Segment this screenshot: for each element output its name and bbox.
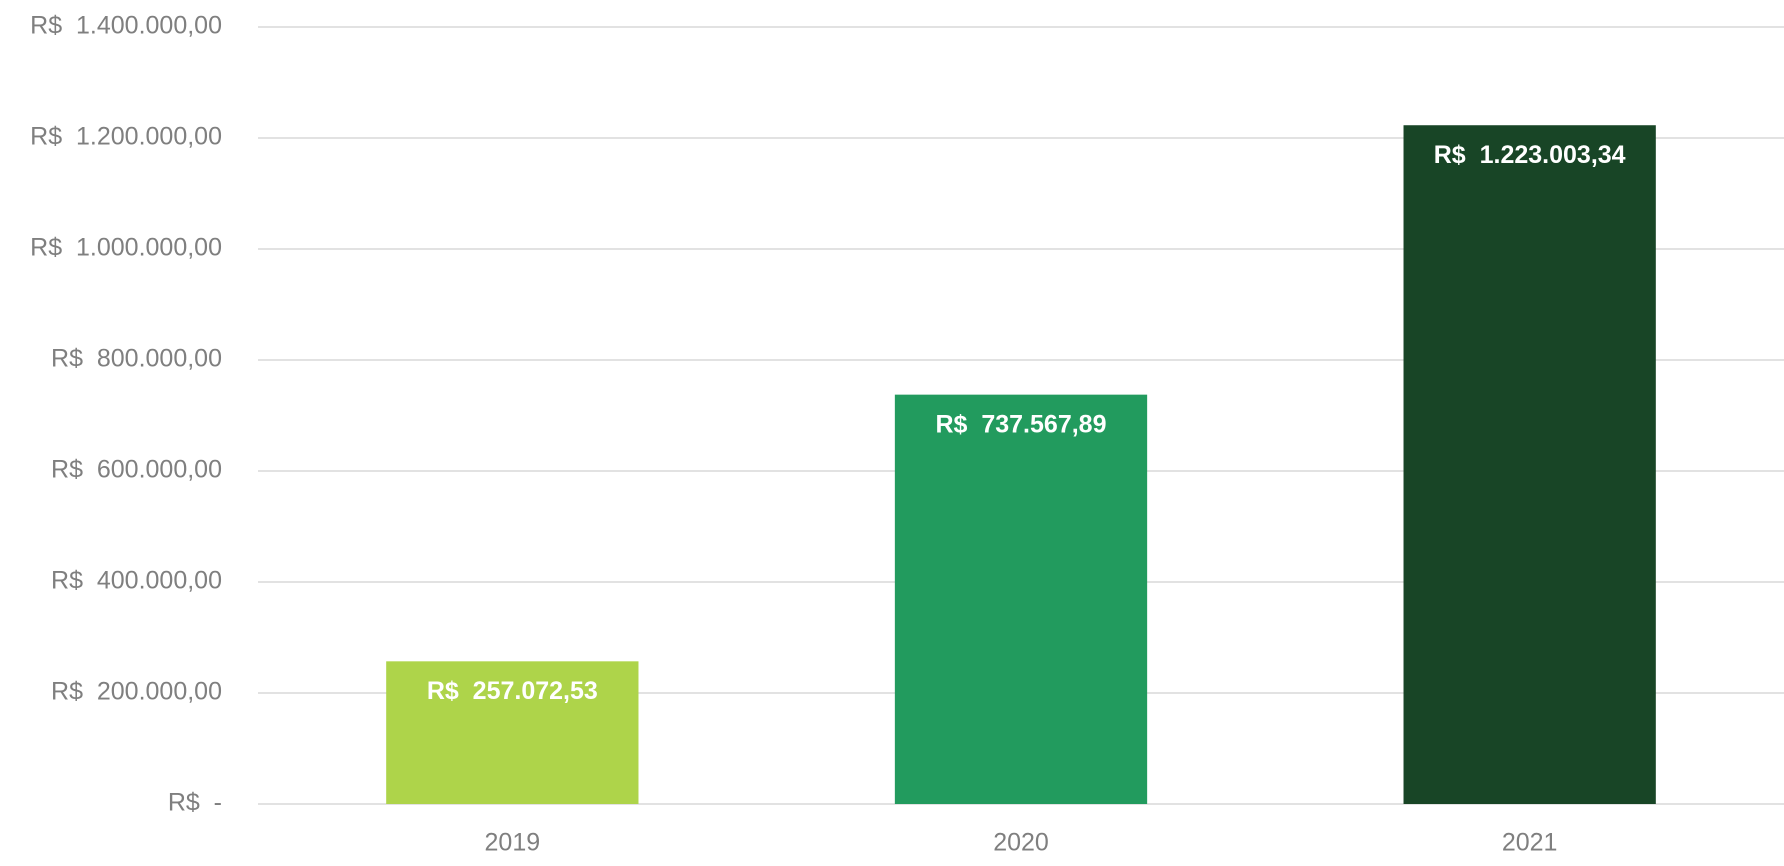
bar [386,661,639,804]
y-tick-label: R$ 800.000,00 [51,345,222,373]
data-label: R$ 737.567,89 [936,410,1107,438]
y-tick-label: R$ 200.000,00 [51,678,222,706]
y-tick-label: R$ 1.200.000,00 [30,123,222,151]
y-tick-label: R$ 1.000.000,00 [30,234,222,262]
data-label: R$ 257.072,53 [427,677,598,705]
y-tick-label: R$ 1.400.000,00 [30,12,222,40]
bar [1403,125,1656,804]
y-tick-label: R$ 600.000,00 [51,456,222,484]
y-tick-label: R$ 400.000,00 [51,567,222,595]
x-tick-label: 2020 [993,829,1049,857]
x-tick-label: 2021 [1502,829,1558,857]
data-label: R$ 1.223.003,34 [1434,141,1626,169]
x-tick-label: 2019 [485,829,541,857]
bar [894,394,1148,804]
y-tick-label: R$ - [168,789,222,817]
